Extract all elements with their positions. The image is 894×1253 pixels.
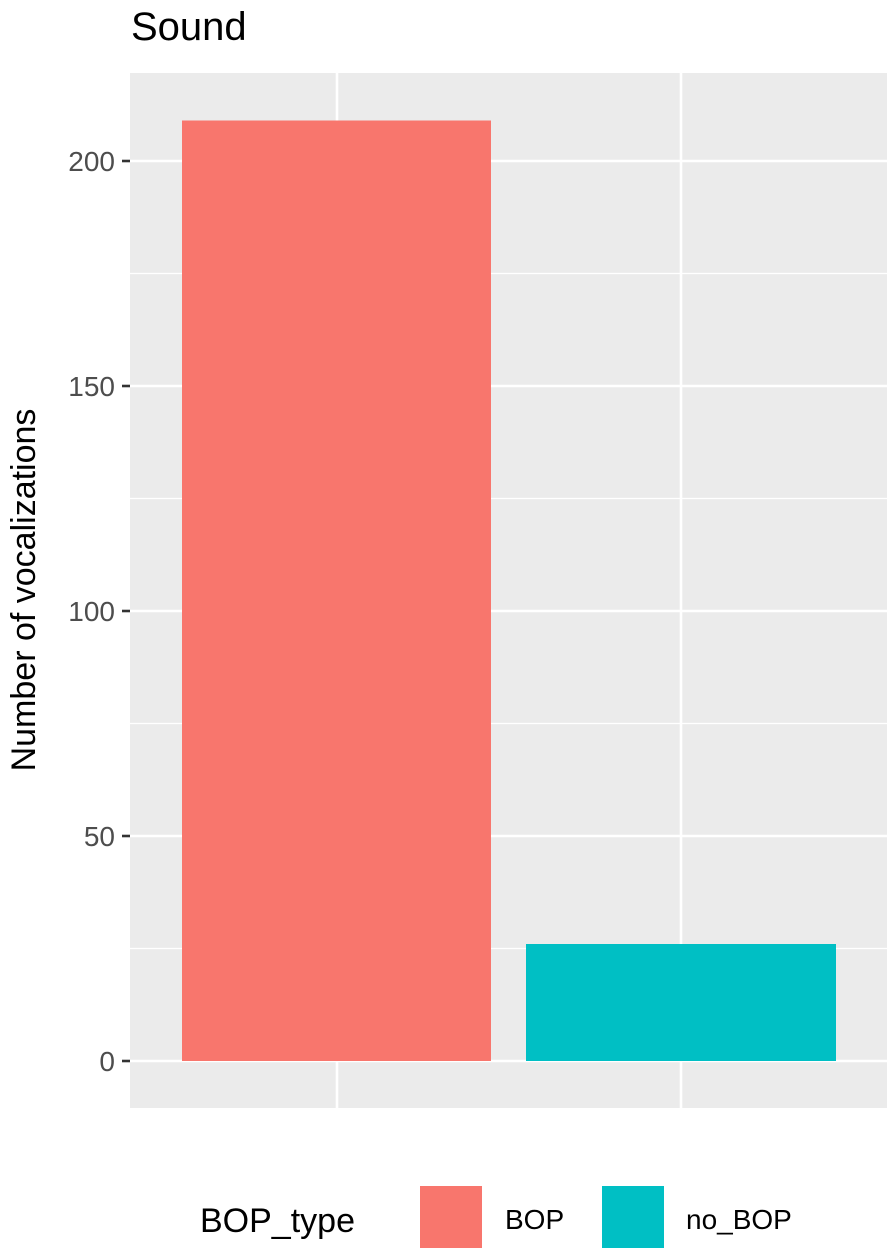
y-tick-label: 50 (84, 821, 115, 852)
legend-key-bop (420, 1186, 482, 1248)
bar-no-bop (526, 944, 836, 1061)
y-axis-title: Number of vocalizations (5, 409, 43, 772)
y-tick-label: 100 (68, 596, 115, 627)
bar-bop (182, 120, 491, 1061)
y-axis-ticks (122, 159, 130, 1063)
legend-title: BOP_type (200, 1202, 355, 1240)
legend-label-bop: BOP (505, 1204, 564, 1235)
legend: BOP_type BOP no_BOP (200, 1186, 792, 1248)
y-tick-label: 0 (99, 1046, 115, 1077)
y-axis-labels: 0 50 100 150 200 (68, 146, 115, 1077)
legend-label-no-bop: no_BOP (686, 1204, 792, 1235)
chart-title: Sound (131, 5, 247, 49)
legend-key-no-bop (602, 1186, 664, 1248)
y-tick-label: 150 (68, 371, 115, 402)
y-tick-label: 200 (68, 146, 115, 177)
